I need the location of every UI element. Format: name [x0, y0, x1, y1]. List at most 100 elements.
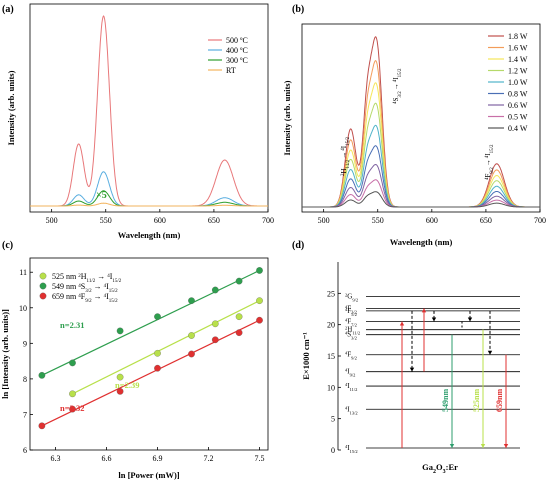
c-data-point: [116, 373, 124, 381]
b-xtick-label: 650: [480, 216, 492, 225]
plot-d-xlabel: Ga2O3:Er: [422, 462, 458, 475]
b-series-line: [302, 59, 540, 208]
c-ytick-label: 10: [19, 304, 27, 313]
d-arrow-head: [449, 444, 455, 448]
panel-c-label: (c): [2, 240, 13, 251]
b-series-line: [302, 82, 540, 208]
plot-a-frame: [29, 3, 269, 213]
d-arrow-head: [503, 444, 509, 448]
d-level-label: 4I15/2: [345, 444, 358, 454]
c-data-point: [38, 371, 46, 379]
transition-arrows: 549nm 525nm 659nm: [399, 308, 509, 448]
c-legend-label: 525 nm 2H11/2 → 4I15/2: [52, 272, 122, 284]
b-series-line: [302, 124, 540, 208]
c-slope-label: n=2.32: [60, 403, 84, 413]
c-legend-marker: [39, 292, 47, 300]
plot-a-ylabel: Intensity (arb. units): [6, 70, 16, 145]
c-xtick-label: 6.9: [153, 454, 163, 463]
b-legend-label: 0.5 W: [508, 113, 528, 122]
c-data-point: [211, 336, 219, 344]
c-data-point: [154, 349, 161, 357]
c-data-point: [256, 316, 263, 324]
c-xtick-label: 7.2: [204, 454, 214, 463]
d-level-label: 2G9/2: [345, 292, 358, 302]
d-level-label: 4F7/2: [345, 317, 357, 327]
a-xtick-label: 550: [100, 216, 112, 225]
plot-a-x-ticks: 500 550 600 650 700: [46, 209, 274, 225]
b-xtick-label: 700: [534, 216, 546, 225]
b-legend-label: 1.8 W: [508, 32, 528, 41]
plot-c-fits: [41, 269, 260, 427]
a-xtick-label: 650: [208, 216, 220, 225]
plot-b-ylabel: Intensity (arb. units): [282, 80, 292, 155]
a-series-line: [30, 171, 268, 207]
panel-a-label: (a): [2, 4, 14, 15]
plot-c-x-ticks: 6.3 6.6 6.9 7.2 7.5: [51, 447, 265, 463]
d-arrow-head: [487, 350, 493, 355]
c-data-point: [69, 390, 76, 398]
c-fit-line: [41, 319, 260, 427]
annot-h11-transition: 2H11/2→4I15/2: [340, 136, 351, 176]
a-legend-label: 500 ºC: [226, 36, 248, 45]
c-data-point: [235, 277, 243, 285]
plot-c-frame: [29, 257, 269, 451]
d-level-label: 4I11/2: [345, 382, 357, 392]
d-ytick-label: 25: [327, 289, 335, 298]
c-ytick-label: 11: [19, 268, 27, 277]
c-data-point: [256, 297, 263, 305]
plot-c-points: [38, 267, 263, 430]
b-legend-label: 1.4 W: [508, 55, 528, 64]
panel-c: (c) 6.3 6.6 6.9 7.2 7.5 6 7 8 9 10 11 ln [Power (…: [0, 240, 269, 480]
c-data-point: [235, 329, 243, 337]
a-legend-label: RT: [226, 66, 236, 75]
a-xtick-label: 700: [262, 216, 274, 225]
d-arrow-head: [399, 321, 405, 326]
plot-a-series: [30, 15, 268, 207]
c-legend-marker: [39, 272, 47, 280]
a-series-line: [30, 190, 268, 207]
d-emission-label: 525nm: [472, 389, 481, 412]
a-legend-label: 300 ºC: [226, 56, 248, 65]
d-level-label: 4I13/2: [345, 405, 358, 415]
c-xtick-label: 6.6: [102, 454, 112, 463]
d-level-label: 4I9/2: [345, 367, 355, 377]
plot-b-xlabel: Wavelength (nm): [390, 237, 453, 247]
plot-c-slope-labels: n=2.39 n=2.31 n=2.32: [60, 320, 139, 413]
b-legend-label: 0.8 W: [508, 90, 528, 99]
c-data-point: [235, 313, 243, 321]
plot-b-x-ticks: 500 550 600 650 700: [318, 209, 546, 225]
c-data-point: [38, 422, 46, 430]
c-ytick-label: 9: [23, 339, 27, 348]
b-xtick-label: 550: [372, 216, 384, 225]
d-arrow-head: [480, 444, 486, 448]
b-legend-label: 1.0 W: [508, 78, 528, 87]
d-emission-label: 549nm: [441, 389, 450, 412]
c-slope-label: n=2.39: [115, 380, 139, 390]
b-legend-label: 0.4 W: [508, 124, 528, 133]
panel-d: (d) 0 5 10 15 20 25 E×1000 cm⁻¹ 4I15/2 4I13/2 4…: [292, 240, 520, 475]
c-data-point: [116, 327, 124, 335]
plot-c-xlabel: ln [Power (mW)]: [118, 470, 179, 480]
c-legend-marker: [39, 282, 47, 290]
a-xtick-label: 500: [46, 216, 58, 225]
annot-f92-transition: 4F9/2→4I15/2: [484, 144, 495, 180]
c-ytick-label: 8: [23, 375, 27, 384]
c-data-point: [69, 359, 76, 367]
c-data-point: [256, 267, 263, 274]
b-series-line: [302, 191, 540, 208]
d-ytick-label: 20: [327, 321, 335, 330]
d-arrow-head: [421, 308, 427, 313]
plot-b-legend: 1.8 W 1.6 W 1.4 W 1.2 W 1.0 W 0.8 W 0.6 W 0.5 W…: [488, 32, 528, 133]
d-emission-label: 659nm: [495, 389, 504, 412]
b-series-line: [302, 36, 540, 208]
c-ytick-label: 7: [23, 410, 27, 419]
c-fit-line: [41, 269, 260, 376]
c-data-point: [188, 297, 195, 305]
plot-c-ylabel: ln [Intensity (arb. units)]: [0, 309, 10, 399]
d-ytick-label: 10: [327, 383, 335, 392]
d-level-label: 4F5/2: [345, 306, 357, 316]
b-xtick-label: 500: [318, 216, 330, 225]
annot-s32-transition: 4S3/2→4I15/2: [392, 68, 403, 104]
